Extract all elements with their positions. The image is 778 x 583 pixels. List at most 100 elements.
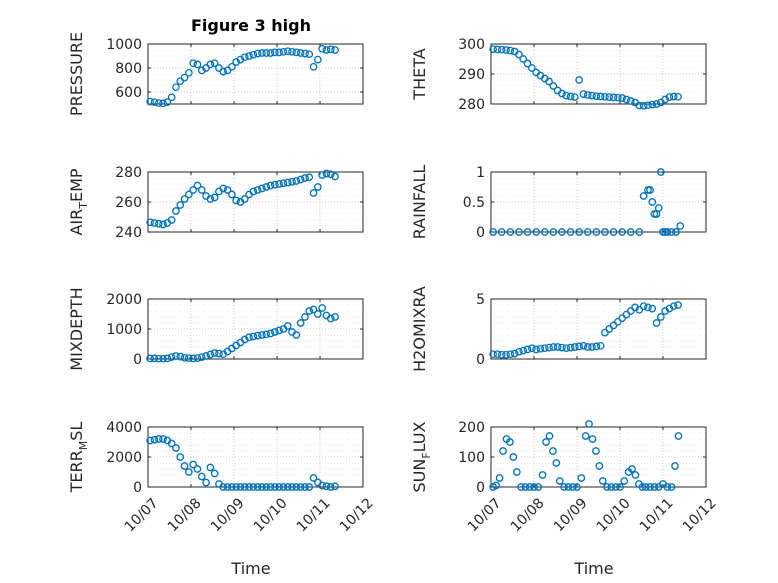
- data-point: [322, 482, 331, 491]
- axes-box: [147, 43, 364, 105]
- data-point: [180, 462, 189, 470]
- data-point: [588, 435, 597, 443]
- data-point: [240, 53, 249, 62]
- data-point: [575, 342, 584, 351]
- subplot-pressure: 600 800 1000 PRESSURE: [67, 32, 364, 116]
- data-point: [568, 483, 577, 491]
- data-point: [562, 91, 571, 100]
- data-point: [193, 465, 202, 473]
- data-point: [288, 177, 296, 186]
- data-point: [159, 99, 167, 108]
- data-point: [185, 354, 193, 362]
- data-point: [154, 219, 163, 228]
- data-point: [292, 483, 301, 491]
- data-point: [150, 219, 159, 227]
- data-point: [206, 350, 215, 359]
- data-point: [301, 313, 309, 321]
- data-point: [641, 483, 650, 491]
- data-point: [193, 354, 202, 362]
- data-point: [206, 463, 215, 472]
- data-point: [523, 59, 532, 68]
- data-point: [538, 471, 547, 479]
- data-point: [672, 228, 680, 236]
- data-point: [552, 459, 561, 467]
- data-point: [542, 438, 550, 446]
- data-point: [159, 354, 167, 363]
- data-point: [489, 228, 497, 236]
- y-tick-label: 1000: [106, 322, 142, 338]
- data-point: [172, 83, 180, 92]
- data-point: [309, 62, 318, 71]
- data-point: [215, 349, 223, 358]
- y-tick-label: 0: [476, 352, 485, 368]
- data-point: [193, 181, 202, 190]
- data-point: [530, 483, 538, 491]
- data-point: [146, 218, 154, 227]
- y-tick-label: 800: [115, 61, 142, 77]
- data-point: [603, 483, 611, 491]
- data-point: [283, 483, 292, 491]
- data-point: [262, 183, 271, 191]
- y-axis-label-5: H2OMIXRA: [410, 286, 429, 372]
- data-point: [583, 91, 592, 99]
- data-point: [305, 173, 314, 182]
- data-point: [650, 210, 659, 218]
- data-point: [245, 483, 253, 491]
- data-point: [635, 101, 644, 110]
- y-tick-label: 0.5: [463, 195, 485, 211]
- y-axis-label-6: TERRMSL: [67, 422, 90, 494]
- data-point: [309, 474, 318, 482]
- data-point: [245, 333, 253, 342]
- data-point: [489, 45, 497, 53]
- data-point: [669, 302, 678, 311]
- data-point: [283, 47, 292, 56]
- data-point: [283, 178, 292, 187]
- data-point: [288, 47, 296, 56]
- data-point: [519, 55, 528, 63]
- data-point: [223, 483, 232, 491]
- y-tick-label: 0: [476, 225, 485, 241]
- x-axis-label-right: Time: [573, 559, 613, 578]
- data-point: [266, 329, 275, 338]
- data-point: [583, 343, 592, 351]
- data-point: [549, 228, 558, 236]
- data-point: [570, 93, 579, 101]
- subplot-theta: 280 290 300 THETA: [410, 37, 707, 113]
- data-point: [674, 92, 682, 101]
- data-point: [573, 483, 581, 491]
- data-point: [232, 196, 240, 205]
- data-point: [652, 319, 661, 327]
- data-point: [266, 483, 275, 491]
- data-point: [176, 453, 185, 461]
- y-tick-label: 0: [476, 480, 485, 496]
- data-point: [270, 483, 279, 491]
- data-point: [601, 228, 609, 236]
- data-point: [570, 343, 579, 351]
- y-axis-label-4: MIXDEPTH: [67, 287, 86, 370]
- data-point: [553, 343, 562, 351]
- data-point: [517, 483, 525, 491]
- data-point: [585, 420, 593, 428]
- y-tick-label: 600: [115, 85, 142, 101]
- y-tick-label: 4000: [106, 420, 142, 436]
- data-point: [588, 343, 596, 351]
- data-point: [167, 216, 176, 224]
- data-point: [279, 179, 288, 188]
- data-point: [497, 350, 506, 359]
- data-point: [206, 195, 215, 203]
- data-point: [489, 350, 497, 359]
- data-point: [301, 483, 309, 491]
- data-point: [577, 474, 586, 482]
- data-point: [506, 228, 515, 236]
- data-point: [509, 453, 518, 461]
- data-point: [665, 93, 674, 101]
- data-point: [667, 483, 676, 491]
- data-point: [249, 332, 258, 341]
- data-point: [648, 100, 657, 109]
- data-point: [616, 483, 624, 491]
- data-point: [618, 228, 627, 236]
- data-point: [292, 177, 301, 185]
- data-point: [497, 228, 506, 236]
- data-point: [146, 97, 154, 106]
- data-point: [189, 354, 197, 363]
